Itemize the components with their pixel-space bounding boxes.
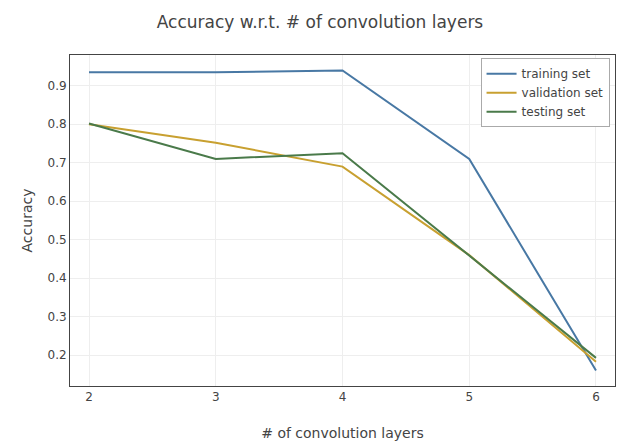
svg-text:0.4: 0.4 — [48, 271, 67, 285]
svg-text:testing set: testing set — [522, 105, 586, 119]
svg-text:6: 6 — [592, 390, 600, 404]
svg-text:training set: training set — [522, 67, 591, 81]
svg-text:0.3: 0.3 — [48, 310, 67, 324]
svg-text:0.9: 0.9 — [48, 79, 67, 93]
svg-text:5: 5 — [465, 390, 473, 404]
svg-text:# of convolution layers: # of convolution layers — [261, 425, 424, 441]
svg-text:0.7: 0.7 — [48, 156, 67, 170]
svg-text:Accuracy w.r.t. # of convoluti: Accuracy w.r.t. # of convolution layers — [157, 12, 484, 32]
svg-text:0.6: 0.6 — [48, 194, 67, 208]
svg-text:Accuracy: Accuracy — [19, 189, 35, 253]
svg-text:3: 3 — [212, 390, 220, 404]
svg-text:2: 2 — [85, 390, 93, 404]
svg-text:4: 4 — [339, 390, 347, 404]
svg-text:validation set: validation set — [522, 86, 604, 100]
svg-text:0.2: 0.2 — [48, 348, 67, 362]
svg-text:0.8: 0.8 — [48, 117, 67, 131]
svg-text:0.5: 0.5 — [48, 233, 67, 247]
